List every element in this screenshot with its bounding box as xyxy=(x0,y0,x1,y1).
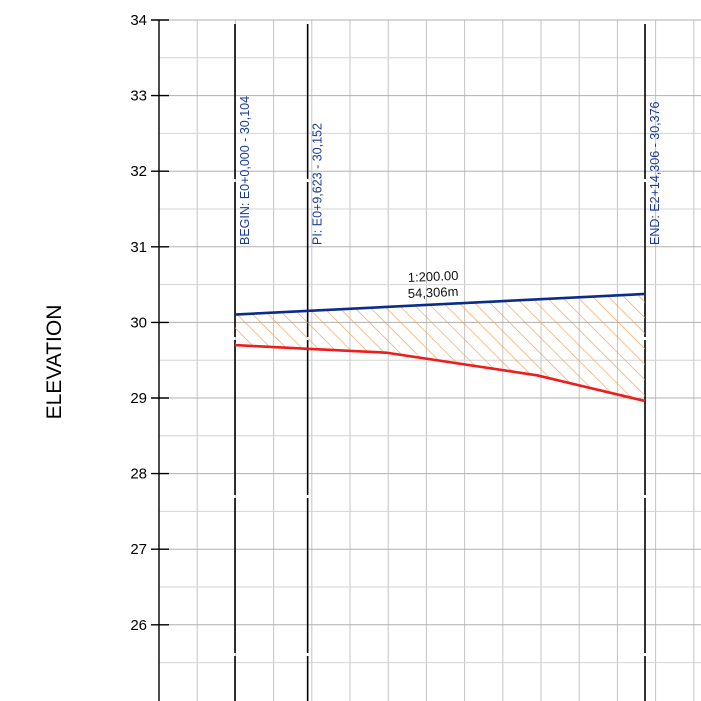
y-tick-label: 27 xyxy=(130,541,147,558)
y-tick-label: 26 xyxy=(130,617,147,634)
y-axis-label: ELEVATION xyxy=(43,305,66,420)
station-labels: BEGIN: E0+0,000 - 30,104 PI: E0+9,623 - 3… xyxy=(238,96,662,245)
grid-major xyxy=(159,19,701,626)
y-tick-label: 29 xyxy=(130,390,147,407)
y-tick-label: 32 xyxy=(130,163,147,180)
y-tick-label: 34 xyxy=(130,12,147,29)
station-label: BEGIN: E0+0,000 - 30,104 xyxy=(238,96,252,245)
y-tick-label: 33 xyxy=(130,88,147,105)
station-label: END: E2+14,306 - 30,376 xyxy=(648,101,662,245)
series-line-design xyxy=(234,292,646,316)
station-label: PI: E0+9,623 - 30,152 xyxy=(311,123,325,245)
grid-minor xyxy=(159,20,701,701)
y-tick-label: 31 xyxy=(130,239,147,256)
y-tick-labels: 34 33 32 31 30 29 28 27 26 xyxy=(130,12,169,634)
grade-ratio-label: 1:200.00 xyxy=(407,268,458,285)
y-tick-label: 30 xyxy=(130,314,147,331)
cut-fill-area xyxy=(235,293,645,402)
y-tick-label: 28 xyxy=(130,466,147,483)
grade-length-label: 54,306m xyxy=(407,284,458,301)
series-layer xyxy=(234,292,646,403)
series-line-existing xyxy=(234,343,646,403)
